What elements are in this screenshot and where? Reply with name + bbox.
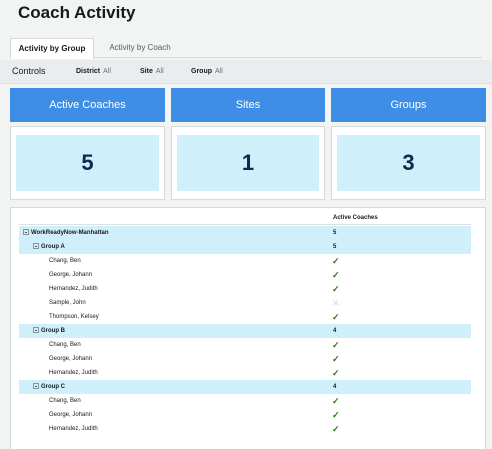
row-value: 5 xyxy=(333,244,337,250)
check-icon: ✓ xyxy=(332,284,340,294)
kpi-card-sites: 1 xyxy=(171,126,325,200)
filter-value: All xyxy=(155,68,164,75)
kpi-card-active-coaches: 5 xyxy=(10,126,165,200)
table-row-group: Group B 4 xyxy=(19,324,471,338)
check-icon: ✓ xyxy=(332,270,340,280)
row-label: George, Johann xyxy=(49,412,93,418)
check-icon: ✓ xyxy=(332,256,340,266)
table-row: Hernandez, Judith ✓ xyxy=(19,422,471,436)
row-label: Chang, Ben xyxy=(49,342,81,348)
controls-bar: Controls District All Site All Group All xyxy=(0,60,492,84)
collapse-icon[interactable] xyxy=(23,229,29,235)
group-filter[interactable]: Group All xyxy=(191,68,223,75)
row-label: Chang, Ben xyxy=(49,398,81,404)
filter-value: All xyxy=(103,68,111,75)
collapse-icon[interactable] xyxy=(33,243,39,249)
table-row-group: Group C 4 xyxy=(19,380,471,394)
kpi-title-groups: Groups xyxy=(331,88,486,122)
table-row: George, Johann ✓ xyxy=(19,352,471,366)
column-header-active-coaches: Active Coaches xyxy=(333,215,378,221)
row-label-text: WorkReadyNow-Manhattan xyxy=(31,230,109,236)
row-label: Hernandez, Judith xyxy=(49,370,98,376)
check-icon: ✓ xyxy=(332,312,340,322)
table-row: Thompson, Kelsey ✓ xyxy=(19,310,471,324)
table-row: Chang, Ben ✓ xyxy=(19,254,471,268)
kpi-title-active-coaches: Active Coaches xyxy=(10,88,165,122)
table-row-group: Group A 5 xyxy=(19,240,471,254)
table-row: George, Johann ✓ xyxy=(19,408,471,422)
table-row: Chang, Ben ✓ xyxy=(19,338,471,352)
district-filter[interactable]: District All xyxy=(76,68,111,75)
row-label: WorkReadyNow-Manhattan xyxy=(23,226,109,240)
row-label: Thompson, Kelsey xyxy=(49,314,99,320)
row-label-text: Group C xyxy=(41,384,65,390)
filter-value: All xyxy=(215,68,223,75)
check-icon: ✓ xyxy=(332,410,340,420)
kpi-card-groups: 3 xyxy=(331,126,486,200)
row-value: 5 xyxy=(333,230,337,236)
kpi-title-sites: Sites xyxy=(171,88,325,122)
table-row: George, Johann ✓ xyxy=(19,268,471,282)
table-row: Hernandez, Judith ✓ xyxy=(19,366,471,380)
collapse-icon[interactable] xyxy=(33,383,39,389)
check-icon: ✓ xyxy=(332,340,340,350)
tab-bar: Activity by Group Activity by Coach xyxy=(10,38,482,59)
filter-name: District xyxy=(76,68,101,75)
kpi-value-active-coaches: 5 xyxy=(16,135,159,191)
cross-icon: ✕ xyxy=(332,298,340,308)
header-divider xyxy=(19,224,471,225)
row-value: 4 xyxy=(333,328,337,334)
tab-activity-by-group[interactable]: Activity by Group xyxy=(10,38,94,59)
row-label-text: Group A xyxy=(41,244,65,250)
check-icon: ✓ xyxy=(332,396,340,406)
row-label: Group C xyxy=(33,380,65,394)
row-label: Hernandez, Judith xyxy=(49,426,98,432)
table-row: Sample, John ✕ xyxy=(19,296,471,310)
kpi-value-groups: 3 xyxy=(337,135,480,191)
check-icon: ✓ xyxy=(332,368,340,378)
check-icon: ✓ xyxy=(332,354,340,364)
controls-toggle[interactable]: Controls xyxy=(12,66,46,76)
row-label: Sample, John xyxy=(49,300,86,306)
site-filter[interactable]: Site All xyxy=(140,68,164,75)
check-icon: ✓ xyxy=(332,424,340,434)
filter-name: Site xyxy=(140,68,153,75)
row-label: Group B xyxy=(33,324,65,338)
page-title: Coach Activity xyxy=(18,3,136,22)
pivot-table: Active Coaches WorkReadyNow-Manhattan 5 … xyxy=(10,207,486,449)
row-label: Chang, Ben xyxy=(49,258,81,264)
table-row: Hernandez, Judith ✓ xyxy=(19,282,471,296)
table-row: Chang, Ben ✓ xyxy=(19,394,471,408)
row-label-text: Group B xyxy=(41,328,65,334)
table-row-site: WorkReadyNow-Manhattan 5 xyxy=(19,226,471,240)
row-label: George, Johann xyxy=(49,272,93,278)
row-label: Hernandez, Judith xyxy=(49,286,98,292)
kpi-value-sites: 1 xyxy=(177,135,319,191)
row-label: Group A xyxy=(33,240,65,254)
collapse-icon[interactable] xyxy=(33,327,39,333)
filter-name: Group xyxy=(191,68,212,75)
row-value: 4 xyxy=(333,384,337,390)
tab-activity-by-coach[interactable]: Activity by Coach xyxy=(109,43,171,52)
row-label: George, Johann xyxy=(49,356,93,362)
